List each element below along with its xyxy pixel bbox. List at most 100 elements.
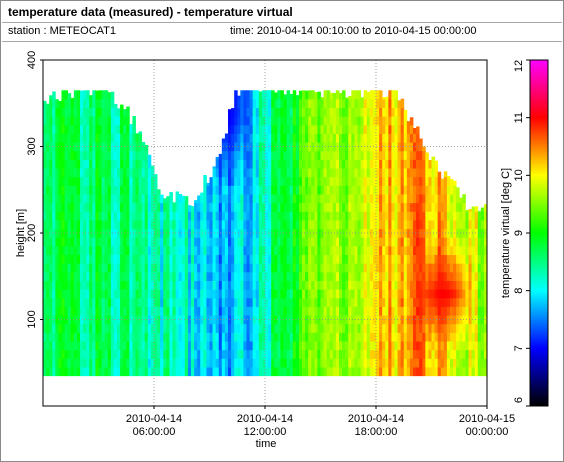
heatmap-cell xyxy=(400,159,405,169)
heatmap-cell xyxy=(465,254,469,264)
heatmap-cell xyxy=(329,349,334,359)
heatmap-cell xyxy=(129,142,133,152)
heatmap-cell xyxy=(357,185,361,195)
heatmap-cell xyxy=(372,211,377,221)
heatmap-cell xyxy=(345,271,349,281)
heatmap-cell xyxy=(175,297,180,307)
heatmap-cell xyxy=(234,306,238,316)
heatmap-cell xyxy=(76,332,81,342)
heatmap-cell xyxy=(329,306,334,316)
heatmap-cell xyxy=(459,263,463,273)
heatmap-cell xyxy=(286,280,291,290)
heatmap-cell xyxy=(234,211,238,221)
heatmap-cell xyxy=(212,237,217,247)
heatmap-cell xyxy=(357,194,361,204)
heatmap-cell xyxy=(160,220,164,230)
heatmap-cell xyxy=(376,159,380,169)
heatmap-cell xyxy=(480,220,485,230)
heatmap-cell xyxy=(237,358,241,368)
heatmap-cell xyxy=(110,358,115,368)
heatmap-cell xyxy=(376,245,380,256)
heatmap-cell xyxy=(129,245,133,256)
heatmap-cell xyxy=(95,159,99,169)
heatmap-cell xyxy=(271,332,275,342)
heatmap-cell xyxy=(224,280,229,290)
heatmap-cell xyxy=(351,315,355,325)
heatmap-cell xyxy=(409,323,414,333)
heatmap-cell xyxy=(298,124,303,134)
heatmap-cell xyxy=(342,332,346,342)
heatmap-cell xyxy=(150,323,155,333)
heatmap-cell xyxy=(221,254,226,264)
heatmap-cell xyxy=(231,133,235,143)
heatmap-cell xyxy=(440,349,445,359)
heatmap-cell xyxy=(400,254,405,264)
heatmap-cell xyxy=(129,358,133,368)
heatmap-cell xyxy=(413,211,417,221)
heatmap-cell xyxy=(92,332,96,342)
heatmap-cell xyxy=(357,211,361,221)
heatmap-cell xyxy=(400,280,405,290)
heatmap-cell xyxy=(73,315,78,325)
heatmap-cell xyxy=(274,297,278,307)
heatmap-cell xyxy=(431,176,435,186)
heatmap-cell xyxy=(255,341,260,351)
heatmap-cell xyxy=(197,237,201,247)
heatmap-cell xyxy=(329,367,334,377)
heatmap-cell xyxy=(376,254,380,264)
heatmap-cell xyxy=(218,153,223,160)
heatmap-cell xyxy=(360,332,365,342)
heatmap-cell xyxy=(335,237,340,247)
heatmap-cell xyxy=(372,150,377,160)
heatmap-cell xyxy=(379,306,383,316)
heatmap-cell xyxy=(215,280,220,290)
heatmap-cell xyxy=(52,332,56,342)
heatmap-cell xyxy=(255,150,260,160)
heatmap-cell xyxy=(422,323,426,333)
heatmap-cell xyxy=(261,280,266,290)
heatmap-cell xyxy=(348,306,352,316)
heatmap-cell xyxy=(175,237,180,247)
heatmap-cell xyxy=(394,185,398,195)
heatmap-cell xyxy=(397,306,402,316)
colorbar-tick-label: 8 xyxy=(513,288,525,294)
heatmap-cell xyxy=(431,168,435,178)
heatmap-cell xyxy=(70,150,75,160)
heatmap-cell xyxy=(184,237,189,247)
heatmap-cell xyxy=(351,341,355,351)
heatmap-cell xyxy=(385,96,389,100)
heatmap-cell xyxy=(400,176,405,186)
heatmap-cell xyxy=(215,271,220,281)
heatmap-cell xyxy=(274,228,278,238)
heatmap-cell xyxy=(480,332,485,342)
heatmap-cell xyxy=(135,315,139,325)
heatmap-cell xyxy=(184,358,189,368)
heatmap-cell xyxy=(126,106,130,108)
heatmap-cell xyxy=(89,271,93,281)
heatmap-cell xyxy=(295,315,300,325)
heatmap-cell xyxy=(403,150,408,160)
heatmap-cell xyxy=(308,254,312,264)
heatmap-cell xyxy=(209,349,213,359)
heatmap-cell xyxy=(76,228,81,238)
heatmap-cell xyxy=(163,323,167,333)
heatmap-cell xyxy=(203,211,207,221)
heatmap-cell xyxy=(110,349,115,359)
heatmap-cell xyxy=(468,341,472,351)
heatmap-cell xyxy=(277,202,281,212)
heatmap-cell xyxy=(166,211,170,221)
heatmap-cell xyxy=(147,245,152,256)
heatmap-cell xyxy=(76,263,81,273)
heatmap-cell xyxy=(76,176,81,186)
heatmap-cell xyxy=(425,237,429,247)
heatmap-cell xyxy=(249,150,254,160)
heatmap-cell xyxy=(107,237,112,247)
heatmap-cell xyxy=(80,211,84,221)
heatmap-cell xyxy=(394,280,398,290)
heatmap-cell xyxy=(169,315,173,325)
heatmap-cell xyxy=(277,245,281,256)
heatmap-cell xyxy=(191,263,195,273)
heatmap-cell xyxy=(67,185,72,195)
heatmap-cell xyxy=(283,315,287,325)
heatmap-cell xyxy=(397,194,402,204)
